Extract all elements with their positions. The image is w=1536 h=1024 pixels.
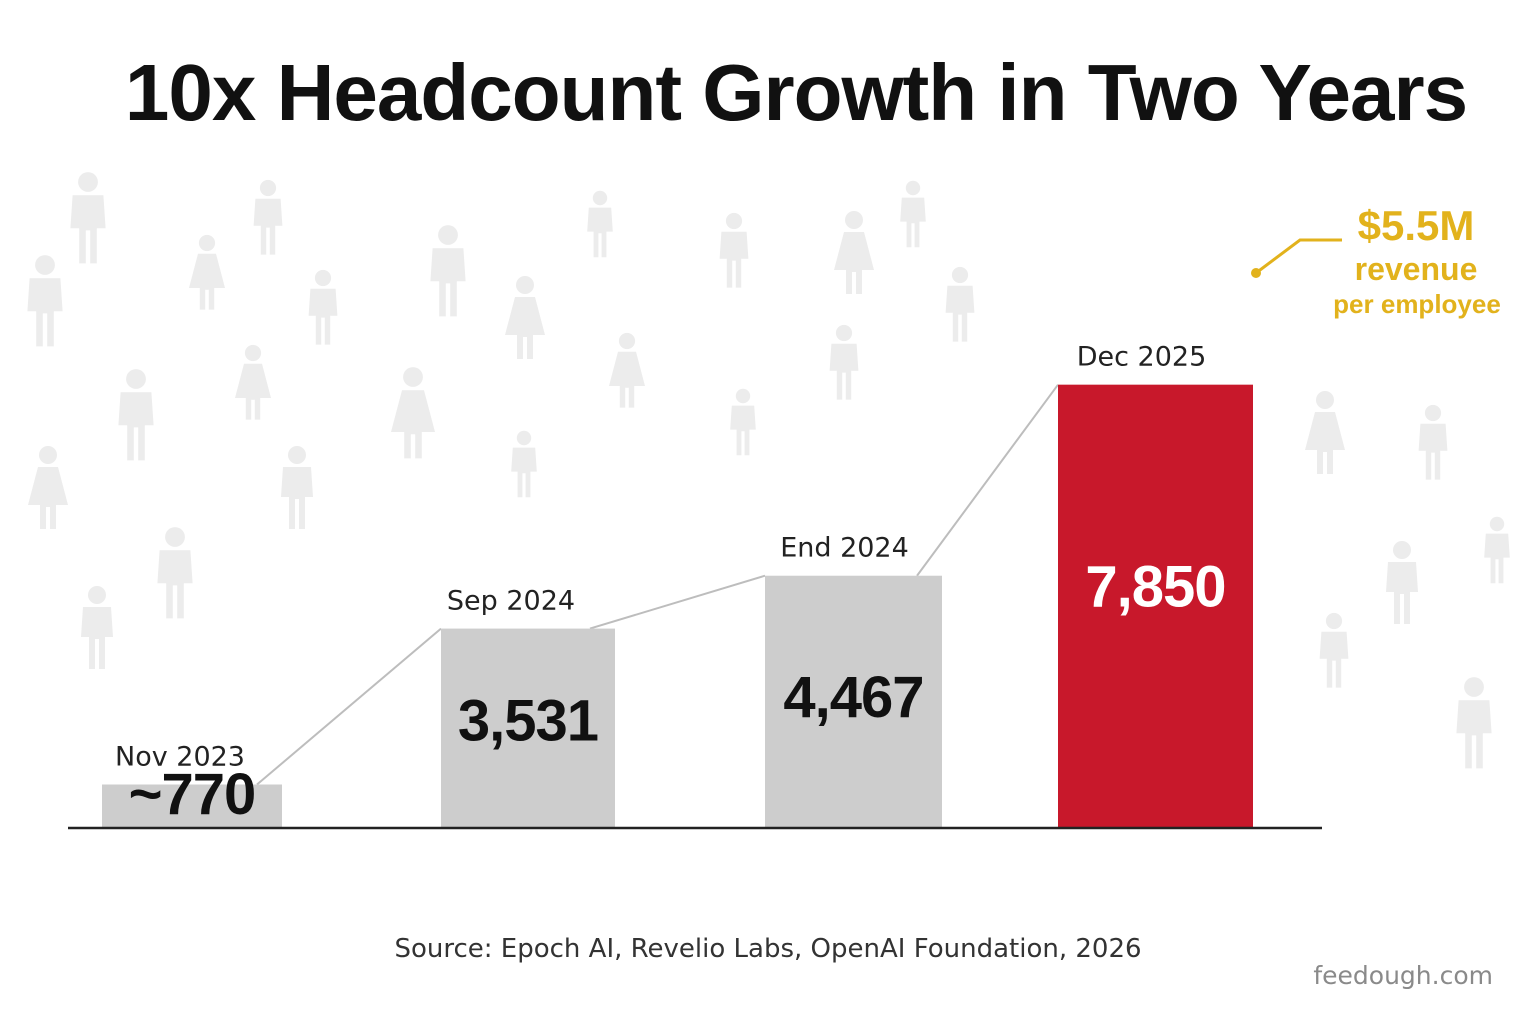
value-label: 7,850: [1085, 554, 1225, 619]
trend-connector-segment: [589, 574, 766, 630]
person-silhouette-icon: [834, 211, 874, 294]
category-label: Dec 2025: [1077, 342, 1207, 373]
person-silhouette-icon: [308, 269, 338, 345]
person-silhouette-icon: [1305, 391, 1345, 474]
category-label: Sep 2024: [447, 586, 575, 617]
bar-end-2024: [765, 575, 942, 828]
person-silhouette-icon: [28, 446, 68, 529]
bar-sep-2024: [441, 628, 615, 828]
revenue-callout: $5.5M revenue per employee: [1251, 202, 1501, 319]
person-silhouette-icon: [391, 367, 435, 459]
value-label: 4,467: [783, 665, 923, 730]
person-silhouette-icon: [281, 446, 313, 529]
callout-amount: $5.5M: [1358, 202, 1475, 249]
person-silhouette-icon: [118, 369, 154, 461]
person-silhouette-icon: [900, 180, 926, 248]
person-silhouette-icon: [157, 527, 193, 619]
person-silhouette-icon: [587, 190, 613, 258]
person-silhouette-icon: [253, 179, 283, 255]
person-silhouette-icon: [430, 225, 466, 317]
person-silhouette-icon: [511, 430, 537, 498]
person-silhouette-icon: [27, 255, 63, 347]
category-label: Nov 2023: [115, 742, 245, 773]
person-silhouette-icon: [189, 234, 225, 310]
person-silhouette-icon: [1319, 612, 1349, 688]
site-credit: feedough.com: [1313, 961, 1493, 990]
person-silhouette-icon: [505, 276, 545, 359]
person-silhouette-icon: [829, 324, 859, 400]
bars: Nov 2023~770 Sep 2024 3,531 End 2024 4,467 De…: [102, 342, 1253, 828]
callout-anchor-dot: [1251, 268, 1261, 278]
person-silhouette-icon: [1386, 541, 1418, 624]
callout-leader-line: [1255, 238, 1342, 275]
category-label: End 2024: [780, 533, 909, 564]
person-silhouette-icon: [1456, 677, 1492, 769]
trend-connector: [256, 384, 1059, 786]
person-silhouette-icon: [730, 388, 756, 456]
person-silhouette-icon: [1484, 516, 1510, 584]
person-silhouette-icon: [609, 332, 645, 408]
person-silhouette-icon: [1418, 404, 1448, 480]
callout-per-employee-label: per employee: [1333, 289, 1501, 319]
bar-dec-2025: [1058, 384, 1253, 828]
chart-title: 10x Headcount Growth in Two Years: [125, 48, 1467, 137]
value-label: ~770: [129, 762, 256, 827]
value-label: 3,531: [458, 688, 598, 753]
source-note: Source: Epoch AI, Revelio Labs, OpenAI F…: [394, 934, 1141, 964]
person-silhouette-icon: [719, 212, 749, 288]
person-silhouette-icon: [945, 266, 975, 342]
bar-nov-2023: [102, 784, 282, 828]
person-silhouette-icon: [235, 344, 271, 420]
person-silhouette-icon: [81, 586, 113, 669]
trend-connector-segment: [916, 384, 1059, 577]
trend-connector-segment: [256, 627, 442, 786]
person-silhouette-icon: [70, 172, 106, 264]
callout-revenue-label: revenue: [1355, 251, 1478, 287]
